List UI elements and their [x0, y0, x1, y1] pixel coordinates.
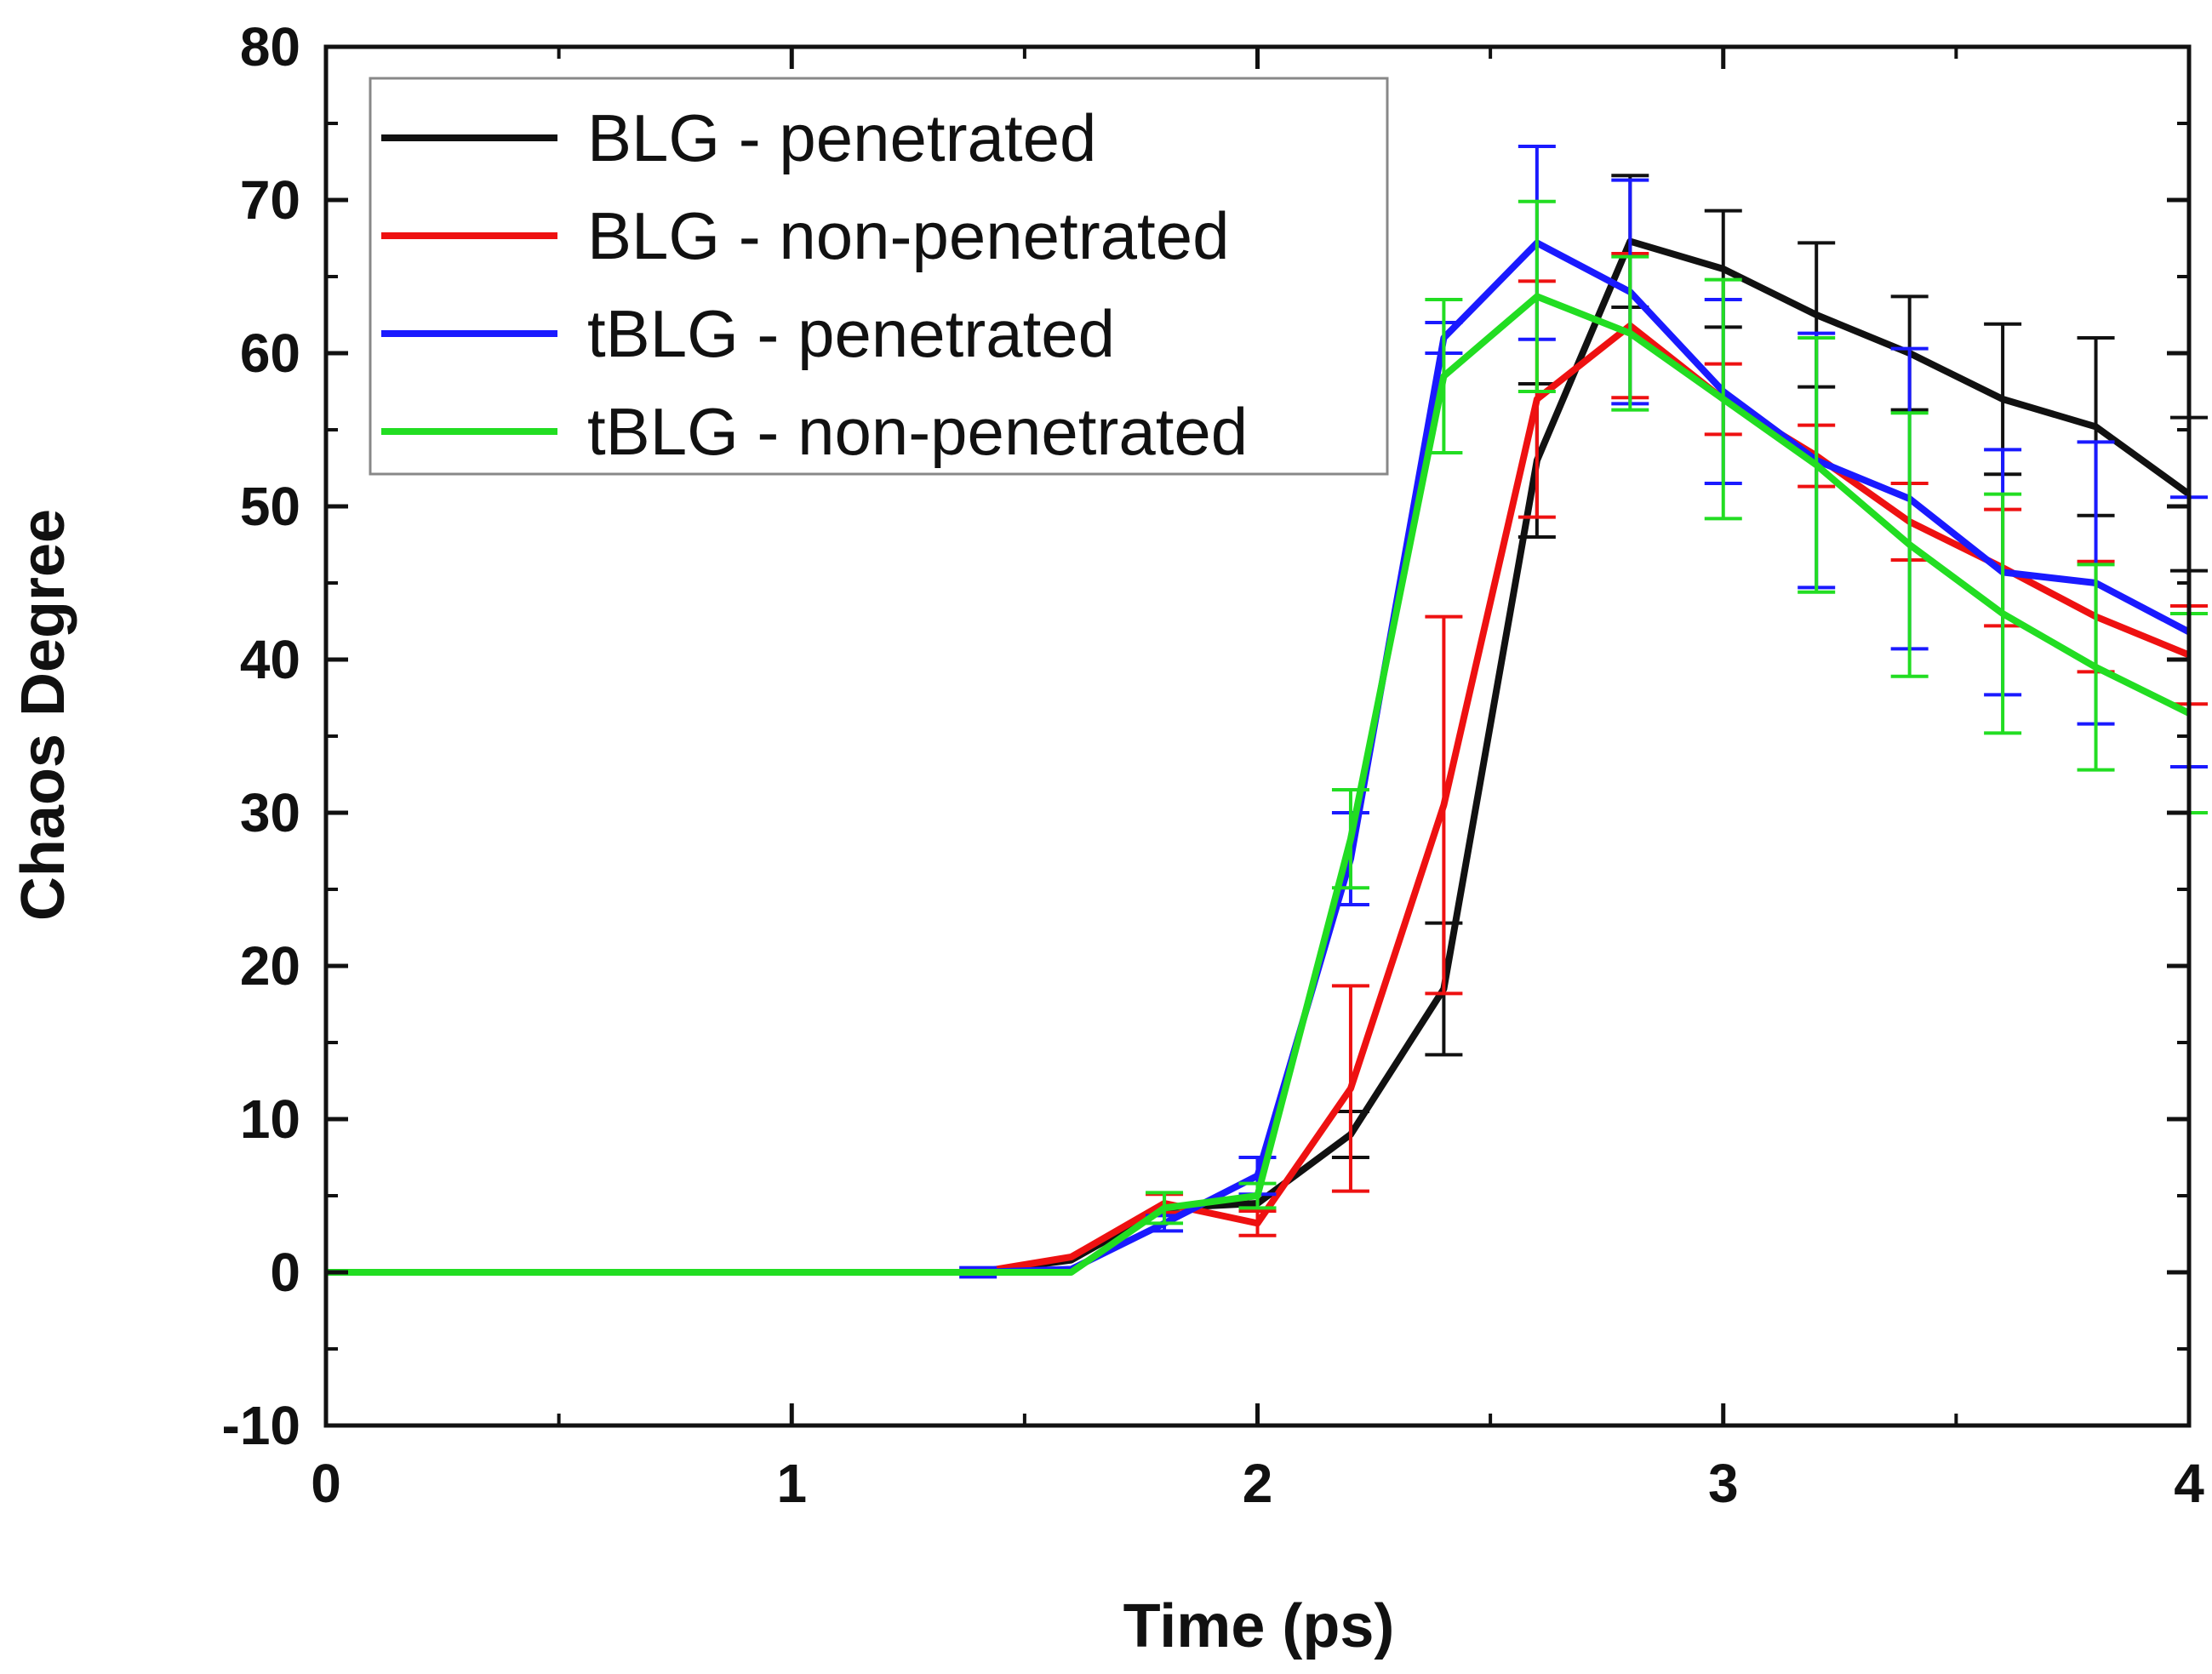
x-tick-label: 4 — [2174, 1453, 2204, 1514]
y-tick-label: 80 — [240, 16, 300, 77]
x-axis: 0 1 2 3 4 — [311, 47, 2204, 1514]
legend-label: tBLG - penetrated — [587, 296, 1115, 371]
legend-label: tBLG - non-penetrated — [587, 394, 1248, 469]
y-tick-label: 60 — [240, 323, 300, 384]
legend-entry: BLG - non-penetrated — [381, 198, 1229, 273]
y-axis: -10 0 10 20 30 40 50 60 70 80 — [222, 16, 2189, 1456]
legend-label: BLG - non-penetrated — [587, 198, 1229, 273]
y-tick-label: 50 — [240, 476, 300, 537]
y-axis-title: Chaos Degree — [9, 509, 77, 921]
legend-entry: tBLG - non-penetrated — [381, 394, 1248, 469]
y-tick-label: 70 — [240, 169, 300, 231]
x-tick-label: 0 — [311, 1453, 341, 1514]
y-tick-label: 20 — [240, 935, 300, 997]
legend-entry: BLG - penetrated — [381, 100, 1096, 175]
legend-entry: tBLG - penetrated — [381, 296, 1115, 371]
legend: BLG - penetrated BLG - non-penetrated tBLG… — [369, 77, 1389, 476]
y-tick-label: 0 — [270, 1242, 300, 1303]
legend-box — [369, 77, 1389, 476]
y-tick-label: -10 — [222, 1395, 301, 1456]
x-axis-title: Time (ps) — [1123, 1592, 1395, 1660]
y-tick-label: 40 — [240, 629, 300, 690]
y-tick-label: 10 — [240, 1088, 300, 1150]
x-tick-label: 2 — [1243, 1453, 1273, 1514]
series-line — [326, 322, 2191, 1276]
x-tick-label: 1 — [776, 1453, 807, 1514]
legend-label: BLG - penetrated — [587, 100, 1096, 175]
series-line — [326, 293, 2191, 1276]
x-tick-label: 3 — [1708, 1453, 1739, 1514]
series-4 — [326, 199, 2208, 1276]
plot-marks — [326, 145, 2208, 1279]
y-tick-label: 30 — [240, 782, 300, 843]
